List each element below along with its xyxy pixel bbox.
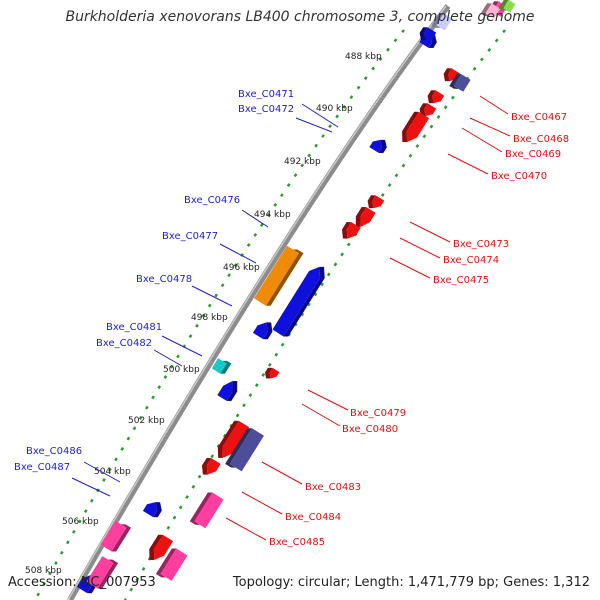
gene-label-forward: Bxe_C0478 xyxy=(136,274,192,285)
gene-leader-line xyxy=(225,517,267,541)
gene-label-reverse: Bxe_C0474 xyxy=(443,255,499,266)
gene-label-reverse: Bxe_C0475 xyxy=(433,275,489,286)
gene-leader-line xyxy=(161,335,203,357)
gene-label-reverse: Bxe_C0485 xyxy=(269,537,325,548)
gene-label-reverse: Bxe_C0480 xyxy=(342,424,398,435)
gene-leader-line xyxy=(301,103,339,128)
gene-leader-line xyxy=(307,389,349,411)
gene-leader-line xyxy=(409,221,451,243)
gene-reverse xyxy=(355,207,376,227)
gene-reverse-highlight xyxy=(155,548,188,581)
gene-reverse xyxy=(419,103,437,117)
kbp-label: 490 kbp xyxy=(316,104,353,114)
gene-label-reverse: Bxe_C0468 xyxy=(513,134,569,145)
gene-reverse xyxy=(342,222,361,239)
gene-leader-line xyxy=(261,461,303,485)
gene-label-reverse: Bxe_C0467 xyxy=(511,112,567,123)
gene-label-reverse: Bxe_C0484 xyxy=(285,512,341,523)
gene-leader-line xyxy=(389,257,431,279)
gene-label-forward: Bxe_C0477 xyxy=(162,231,218,242)
gene-label-forward: Bxe_C0486 xyxy=(26,446,82,457)
kbp-label: 488 kbp xyxy=(345,52,382,62)
gene-label-reverse: Bxe_C0469 xyxy=(505,149,561,160)
gene-reverse-other xyxy=(449,74,471,92)
accession-text: Accession: NC_007953 xyxy=(8,575,156,590)
gene-reverse xyxy=(202,458,221,475)
gene-leader-line xyxy=(447,153,489,175)
kbp-label: 496 kbp xyxy=(223,263,260,273)
gene-leader-line xyxy=(83,461,121,483)
gene-label-forward: Bxe_C0471 xyxy=(238,89,294,100)
gene-reverse-other xyxy=(225,428,264,472)
gene-reverse xyxy=(265,367,280,379)
genome-summary-text: Topology: circular; Length: 1,471,779 bp… xyxy=(232,575,590,590)
gene-leader-line xyxy=(241,209,269,228)
gene-forward xyxy=(142,502,162,518)
gene-label-reverse: Bxe_C0470 xyxy=(491,171,547,182)
gene-reverse xyxy=(402,111,430,143)
gene-label-forward: Bxe_C0472 xyxy=(238,104,294,115)
gene-forward-special xyxy=(211,358,232,374)
gene-label-reverse: Bxe_C0473 xyxy=(453,239,509,250)
gene-reverse-faint xyxy=(498,0,516,13)
gene-forward xyxy=(369,139,387,153)
gene-label-forward: Bxe_C0481 xyxy=(106,322,162,333)
kbp-label: 508 kbp xyxy=(25,566,62,576)
gene-label-forward: Bxe_C0487 xyxy=(14,462,70,473)
gene-leader-line xyxy=(71,477,111,497)
gene-leader-line xyxy=(301,403,341,427)
gene-leader-line xyxy=(241,491,283,515)
gene-leader-line xyxy=(399,237,441,259)
gene-leader-line xyxy=(191,285,233,307)
map-title: Burkholderia xenovorans LB400 chromosome… xyxy=(65,9,535,25)
kbp-label: 504 kbp xyxy=(94,467,131,477)
kbp-label: 494 kbp xyxy=(254,210,291,220)
gene-label-reverse: Bxe_C0483 xyxy=(305,482,361,493)
gene-leader-line xyxy=(153,349,183,367)
gene-reverse xyxy=(217,420,250,458)
gene-leader-line xyxy=(295,117,333,133)
gene-reverse xyxy=(427,90,445,104)
gene-forward xyxy=(419,27,437,41)
gene-forward-highlight xyxy=(254,245,304,306)
gene-reverse xyxy=(367,195,385,209)
gene-forward xyxy=(217,381,238,401)
gene-reverse-faint xyxy=(480,3,501,19)
gene-leader-line xyxy=(461,127,503,153)
kbp-label: 492 kbp xyxy=(284,157,321,167)
gene-label-forward: Bxe_C0476 xyxy=(184,195,240,206)
gene-leader-line xyxy=(219,243,257,264)
gene-leader-line xyxy=(479,95,509,115)
gene-leader-line xyxy=(469,117,511,137)
gene-forward xyxy=(252,322,273,340)
gene-reverse-faint xyxy=(431,13,453,31)
gene-forward-highlight xyxy=(86,556,119,589)
kbp-label: 506 kbp xyxy=(62,517,99,527)
gene-forward-highlight xyxy=(100,520,132,552)
gene-reverse-highlight xyxy=(189,492,224,529)
chromosome-backbone xyxy=(67,4,451,600)
kbp-label: 502 kbp xyxy=(128,416,165,426)
kbp-label: 500 kbp xyxy=(163,365,200,375)
chromosome-backbone-highlight xyxy=(67,5,447,600)
kbp-label: 498 kbp xyxy=(191,313,228,323)
gene-label-forward: Bxe_C0482 xyxy=(96,338,152,349)
gene-forward xyxy=(272,266,325,337)
gene-label-reverse: Bxe_C0479 xyxy=(350,408,406,419)
gene-reverse xyxy=(149,534,174,561)
